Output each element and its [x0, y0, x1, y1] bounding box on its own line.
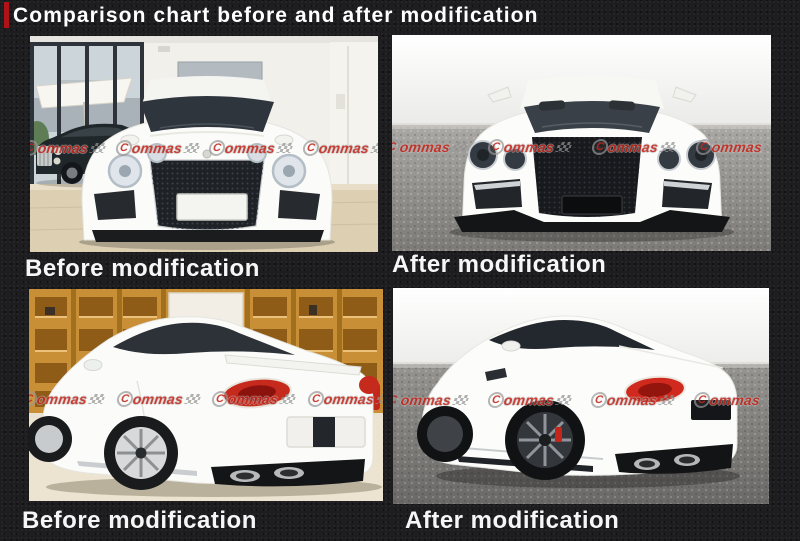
watermark-text: ommas: [36, 140, 90, 157]
checkered-flag-icon: [658, 395, 676, 406]
checkered-flag-icon: [88, 394, 106, 405]
page-title: Comparison chart before and after modifi…: [13, 4, 539, 27]
checkered-flag-icon: [89, 143, 107, 154]
white-gt-modified-front: [450, 76, 734, 242]
title-accent-bar: [4, 2, 9, 28]
label-rear-after: After modification: [405, 507, 620, 534]
checkered-flag-icon: [763, 142, 771, 153]
checkered-flag-icon: [451, 142, 469, 153]
showroom-rear-illustration: [29, 289, 383, 501]
white-gt-front: [79, 76, 335, 250]
label-front-before: Before modification: [25, 255, 260, 282]
checkered-flag-icon: [659, 142, 677, 153]
label-front-after: After modification: [392, 251, 607, 278]
checkered-flag-icon: [555, 142, 573, 153]
checkered-flag-icon: [182, 143, 201, 154]
checkered-flag-icon: [183, 394, 202, 405]
checkered-flag-icon: [761, 395, 769, 406]
checkered-flag-icon: [555, 395, 573, 406]
checkered-flag-icon: [452, 395, 470, 406]
checkered-flag-icon: [370, 143, 378, 154]
checkered-flag-icon: [375, 394, 383, 405]
checkered-flag-icon: [279, 394, 298, 405]
label-rear-before: Before modification: [22, 507, 257, 534]
showroom-front-illustration: [30, 36, 378, 252]
checkered-flag-icon: [276, 143, 295, 154]
white-gt-rear: [29, 316, 382, 497]
